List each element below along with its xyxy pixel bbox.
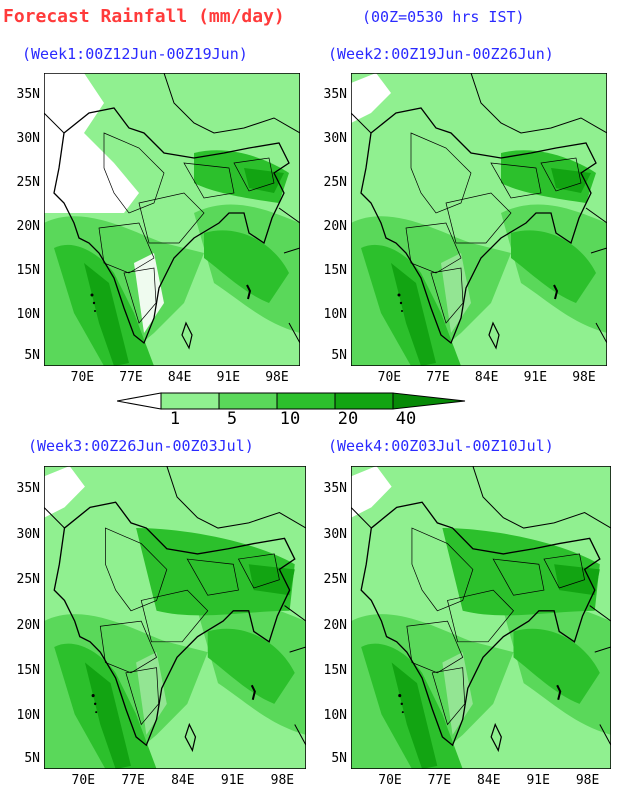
- legend-swatch-5-10: [218, 392, 278, 410]
- lat-tick-label: 25N: [323, 572, 347, 588]
- lat-tick-label: 15N: [323, 263, 347, 279]
- lat-tick-label: 25N: [16, 572, 40, 588]
- time-note: (00Z=0530 hrs IST): [362, 8, 525, 26]
- legend-bar: [116, 392, 466, 410]
- lon-tick-label: 70E: [378, 773, 402, 788]
- lat-tick-label: 15N: [16, 663, 40, 679]
- panel-label-week4: (Week4:00Z03Jul-00Z10Jul): [328, 437, 554, 455]
- lon-tick-label: 77E: [121, 773, 145, 788]
- map-panel-week4: [351, 466, 611, 769]
- lat-tick-label: 15N: [323, 663, 347, 679]
- lat-tick-label: 10N: [323, 307, 347, 323]
- legend-swatch-1-5: [160, 392, 220, 410]
- lat-tick-label: 5N: [24, 348, 40, 364]
- lat-tick-label: 30N: [16, 526, 40, 542]
- lat-tick-label: 30N: [323, 131, 347, 147]
- lon-tick-label: 84E: [167, 370, 192, 385]
- lat-tick-label: 20N: [16, 219, 40, 235]
- lon-tick-label: 70E: [71, 773, 96, 788]
- lat-tick-label: 20N: [323, 219, 347, 235]
- lon-tick-label: 91E: [220, 773, 245, 788]
- lon-tick-label: 70E: [377, 370, 402, 385]
- lat-tick-label: 10N: [16, 307, 40, 323]
- legend-level-20: 20: [337, 409, 359, 429]
- rainfall-map: [351, 466, 611, 769]
- lon-tick-label: 84E: [477, 773, 501, 788]
- legend-level-1: 1: [169, 409, 181, 429]
- lon-tick-label: 91E: [526, 773, 550, 788]
- legend-level-5: 5: [226, 409, 238, 429]
- lat-tick-label: 35N: [16, 87, 40, 103]
- lon-tick-label: 98E: [270, 773, 295, 788]
- lat-tick-label: 20N: [16, 617, 40, 633]
- page-title: Forecast Rainfall (mm/day): [3, 6, 285, 27]
- lat-tick-label: 10N: [16, 708, 40, 724]
- lon-tick-label: 91E: [523, 370, 548, 385]
- lat-tick-label: 5N: [24, 750, 40, 766]
- lon-tick-label: 98E: [575, 773, 600, 788]
- rainfall-map: [44, 466, 306, 769]
- legend-level-40: 40: [395, 409, 417, 429]
- lat-tick-label: 25N: [323, 175, 347, 191]
- legend-swatch-above-40: [392, 392, 466, 410]
- lon-tick-label: 77E: [426, 370, 450, 385]
- lat-tick-label: 30N: [323, 526, 347, 542]
- lat-tick-label: 25N: [16, 175, 40, 191]
- lon-tick-label: 98E: [265, 370, 289, 385]
- lat-tick-label: 10N: [323, 708, 347, 724]
- legend-level-10: 10: [279, 409, 301, 429]
- lat-tick-label: 5N: [331, 750, 347, 766]
- map-panel-week2: [351, 73, 607, 366]
- lon-tick-label: 77E: [427, 773, 452, 788]
- panel-label-week3: (Week3:00Z26Jun-00Z03Jul): [28, 437, 254, 455]
- rainfall-map: [351, 73, 607, 366]
- lon-tick-label: 70E: [70, 370, 95, 385]
- lat-tick-label: 35N: [323, 87, 347, 103]
- lon-tick-label: 91E: [216, 370, 241, 385]
- panel-label-week2: (Week2:00Z19Jun-00Z26Jun): [328, 45, 554, 63]
- lat-tick-label: 20N: [323, 617, 347, 633]
- map-panel-week3: [44, 466, 306, 769]
- map-panel-week1: [44, 73, 300, 366]
- lon-tick-label: 84E: [474, 370, 499, 385]
- legend-swatch-10-20: [276, 392, 336, 410]
- lat-tick-label: 15N: [16, 263, 40, 279]
- legend-swatch-below-1: [116, 392, 162, 410]
- lat-tick-label: 30N: [16, 131, 40, 147]
- lat-tick-label: 5N: [331, 348, 347, 364]
- lon-tick-label: 84E: [171, 773, 195, 788]
- lat-tick-label: 35N: [16, 481, 40, 497]
- lon-tick-label: 77E: [119, 370, 143, 385]
- lon-tick-label: 98E: [572, 370, 596, 385]
- lat-tick-label: 35N: [323, 481, 347, 497]
- rainfall-map: [44, 73, 300, 366]
- legend-swatch-20-40: [334, 392, 394, 410]
- color-legend: 1 5 10 20 40: [116, 389, 467, 429]
- panel-label-week1: (Week1:00Z12Jun-00Z19Jun): [22, 45, 248, 63]
